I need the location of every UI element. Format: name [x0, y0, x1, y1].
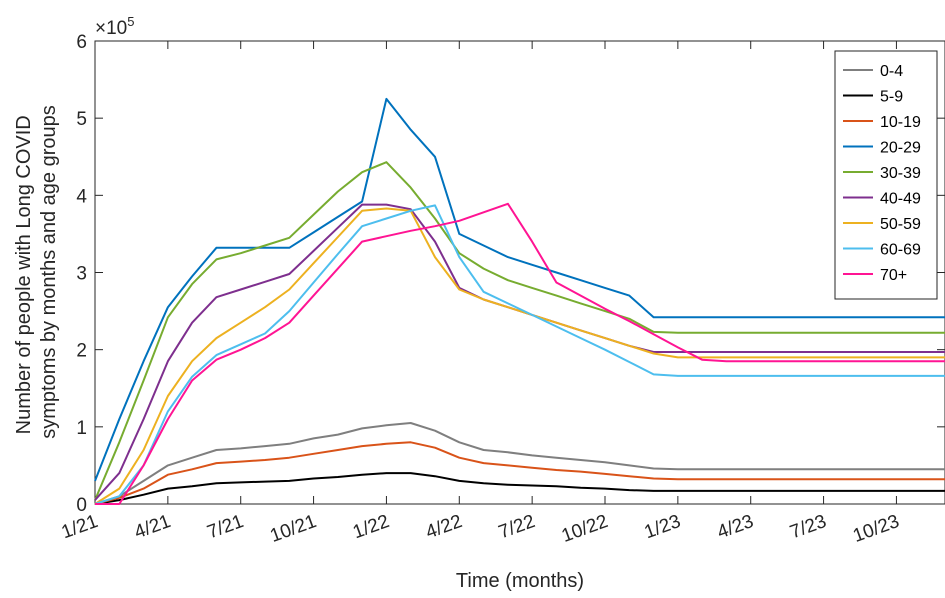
x-tick-label: 1/23 — [642, 511, 684, 543]
y-tick-label: 5 — [76, 109, 87, 130]
legend-label: 60-69 — [880, 242, 921, 259]
y-tick-label: 2 — [76, 341, 87, 362]
series-line-10-19 — [94, 441, 945, 505]
x-tick-label: 10/23 — [850, 511, 902, 547]
legend-label: 20-29 — [880, 140, 921, 157]
x-ticks: 1/21 4/21 7/21 10/21 1/22 4/22 7/22 10/22 1/23 4/… — [59, 41, 902, 547]
legend-label: 50-59 — [880, 216, 921, 233]
x-tick-label: 1/21 — [59, 511, 101, 543]
y-exponent-label: ×105 — [95, 14, 134, 39]
y-ticks: 0 1 2 3 4 5 6 — [76, 32, 945, 516]
y-axis-label: Number of people with Long COVID symptom… — [13, 105, 60, 439]
series-line-20-29 — [94, 97, 945, 482]
x-tick-label: 10/21 — [267, 511, 319, 547]
series-lines — [94, 97, 945, 505]
legend-label: 30-39 — [880, 165, 921, 182]
y-axis-label-line-2: symptoms by months and age groups — [38, 105, 60, 439]
y-tick-label: 3 — [76, 264, 87, 285]
series-line-50-59 — [94, 207, 945, 505]
x-tick-label: 4/23 — [714, 511, 756, 543]
x-axis-label: Time (months) — [456, 570, 584, 592]
legend: 0-4 5-9 10-19 20-29 30-39 40-49 50-59 60-69 70+ — [834, 50, 938, 300]
plot-area — [94, 40, 945, 505]
x-tick-label: 7/22 — [496, 511, 538, 543]
legend-box — [834, 50, 938, 300]
x-tick-label: 7/23 — [787, 511, 829, 543]
x-tick-label: 10/22 — [559, 511, 611, 547]
y-tick-label: 0 — [76, 495, 87, 516]
y-tick-label: 6 — [76, 32, 87, 53]
legend-label: 0-4 — [880, 63, 903, 80]
series-line-60-69 — [94, 204, 945, 505]
legend-label: 10-19 — [880, 114, 921, 131]
series-line-0-4 — [94, 422, 945, 505]
x-tick-label: 4/21 — [132, 511, 174, 543]
series-line-70+ — [95, 202, 945, 505]
x-tick-label: 4/22 — [423, 511, 465, 543]
series-line-30-39 — [94, 161, 945, 501]
legend-label: 70+ — [880, 267, 907, 284]
series-line-5-9 — [94, 472, 945, 505]
y-tick-label: 1 — [76, 418, 87, 439]
legend-label: 40-49 — [880, 191, 921, 208]
legend-label: 5-9 — [880, 89, 903, 106]
y-tick-label: 4 — [76, 186, 87, 207]
x-tick-label: 7/21 — [204, 511, 246, 543]
x-tick-label: 1/22 — [350, 511, 392, 543]
y-axis-label-line-1: Number of people with Long COVID — [13, 115, 35, 434]
